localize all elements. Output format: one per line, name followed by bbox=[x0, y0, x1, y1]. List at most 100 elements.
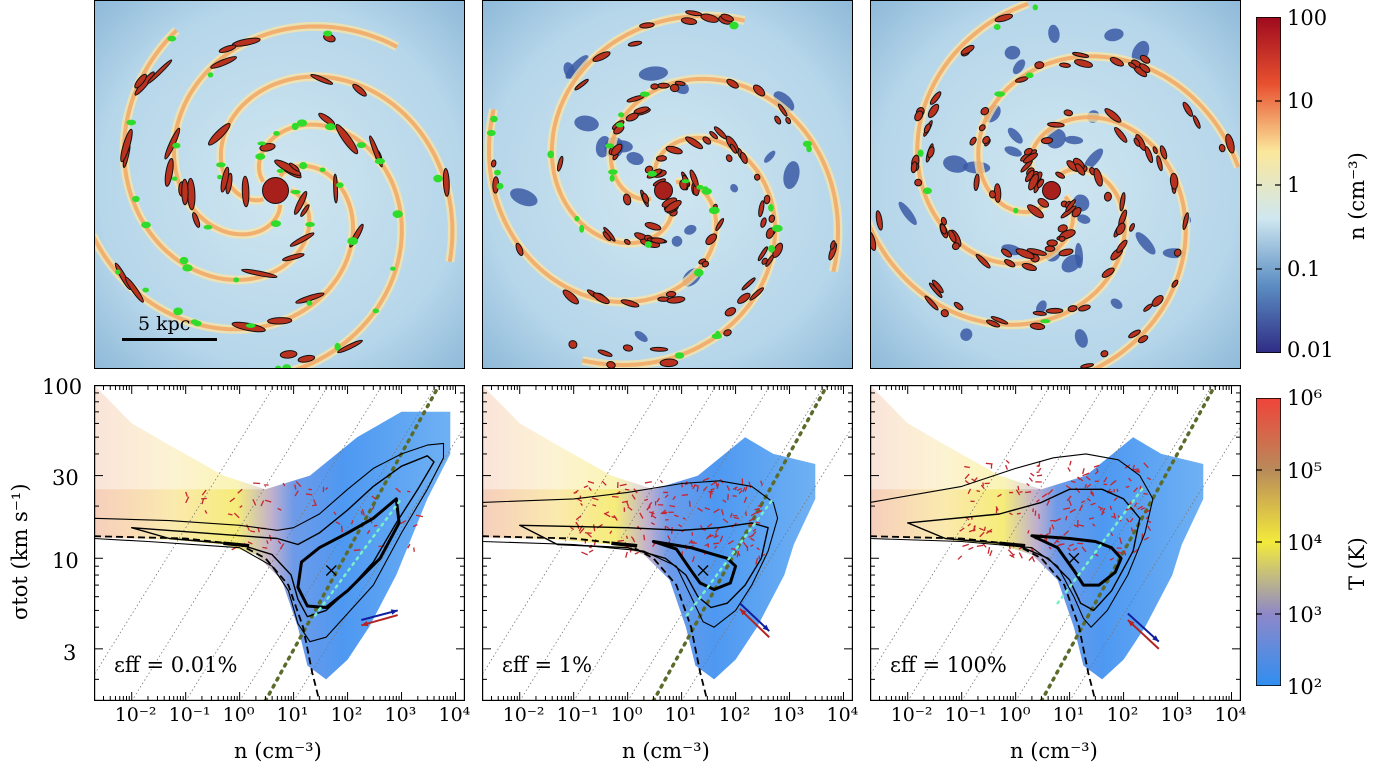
flow-vector bbox=[1015, 489, 1021, 496]
dense-gas-clump bbox=[669, 83, 680, 93]
flow-vector bbox=[229, 497, 236, 503]
star-particle bbox=[207, 72, 214, 78]
dense-gas-clump bbox=[300, 204, 310, 217]
flow-vector bbox=[395, 487, 401, 493]
flow-vector bbox=[407, 543, 411, 549]
dense-gas-clump bbox=[953, 301, 964, 311]
flow-vector bbox=[1088, 517, 1095, 520]
flow-vector bbox=[324, 487, 329, 491]
flow-vector bbox=[659, 479, 663, 484]
star-particle bbox=[167, 35, 177, 42]
dense-gas-clump bbox=[1139, 54, 1151, 64]
x-tick-label: 10² bbox=[1106, 704, 1139, 726]
flow-vector bbox=[696, 486, 699, 492]
dense-gas-clump bbox=[649, 346, 669, 352]
dense-gas-clump bbox=[680, 17, 698, 25]
density-colorbar-label: n (cm⁻³) bbox=[1345, 152, 1369, 240]
flow-vector bbox=[706, 523, 713, 528]
flow-vector bbox=[744, 486, 748, 492]
low-density-void bbox=[1110, 298, 1123, 310]
flow-vector bbox=[1036, 474, 1043, 477]
star-particle bbox=[336, 182, 344, 188]
flow-vector bbox=[246, 524, 250, 531]
flow-vector bbox=[1036, 471, 1040, 474]
star-particle bbox=[142, 287, 149, 293]
flow-vector bbox=[639, 512, 644, 519]
floor-segment bbox=[999, 541, 1026, 548]
flow-vector bbox=[980, 484, 985, 490]
temperature-colorbar-gradient bbox=[1255, 397, 1282, 687]
star-particle bbox=[574, 215, 580, 222]
efficiency-label: εff = 1% bbox=[502, 653, 592, 677]
density-colorbar-tick: 100 bbox=[1287, 6, 1328, 30]
galaxy-core bbox=[262, 177, 289, 204]
flow-vector bbox=[592, 497, 599, 501]
dense-gas-clump bbox=[1063, 109, 1074, 117]
temperature-colorbar-tick: 10⁶ bbox=[1287, 386, 1323, 410]
dense-gas-clump bbox=[1044, 245, 1056, 252]
flow-vector bbox=[631, 494, 636, 500]
x-axis-label-middle: n (cm⁻³) bbox=[622, 739, 710, 763]
phase-density-region bbox=[94, 385, 451, 680]
flow-vector bbox=[277, 540, 282, 545]
dense-gas-clump bbox=[181, 178, 189, 206]
density-colorbar-tick: 0.01 bbox=[1287, 338, 1334, 362]
flow-vector bbox=[592, 524, 596, 532]
dense-gas-clump bbox=[1067, 305, 1078, 313]
dense-gas-clump bbox=[1021, 262, 1037, 272]
dense-gas-clump bbox=[1027, 204, 1044, 219]
flow-vector bbox=[294, 490, 299, 497]
x-axis-label-left: n (cm⁻³) bbox=[234, 739, 322, 763]
flow-vector bbox=[1063, 530, 1069, 536]
flow-vector bbox=[1144, 509, 1151, 514]
dense-gas-clump bbox=[210, 56, 238, 69]
flow-vector bbox=[1110, 532, 1114, 537]
dense-gas-clump bbox=[1074, 59, 1093, 68]
flow-vector bbox=[586, 532, 592, 538]
flow-vector bbox=[1068, 499, 1072, 507]
flow-vector bbox=[710, 480, 717, 486]
star-particle bbox=[257, 141, 267, 146]
star-particle bbox=[323, 30, 333, 37]
star-particle bbox=[324, 123, 336, 131]
star-particle bbox=[305, 222, 315, 227]
star-particle bbox=[255, 153, 266, 160]
flow-vector bbox=[227, 513, 233, 516]
dense-gas-clump bbox=[1182, 101, 1194, 117]
flow-vector bbox=[1133, 502, 1138, 508]
dense-gas-clump bbox=[1037, 198, 1050, 208]
density-colorbar-tick: 1 bbox=[1287, 173, 1301, 197]
flow-vector bbox=[312, 504, 317, 507]
star-particle bbox=[282, 364, 291, 368]
dense-gas-clump bbox=[705, 233, 718, 245]
star-particle bbox=[802, 140, 812, 148]
flow-vector bbox=[1067, 547, 1072, 552]
flow-vector bbox=[997, 493, 1002, 498]
flow-vector bbox=[1130, 527, 1134, 532]
dense-gas-clump bbox=[627, 40, 643, 47]
star-particle bbox=[270, 220, 281, 228]
flow-vector bbox=[1081, 546, 1087, 553]
dense-gas-clump bbox=[602, 231, 612, 242]
dense-gas-clump bbox=[289, 232, 315, 247]
dense-gas-clump bbox=[1046, 239, 1058, 247]
low-density-void bbox=[943, 155, 968, 173]
star-particle bbox=[390, 266, 396, 271]
dense-gas-clump bbox=[940, 216, 947, 226]
x-tick-label: 10⁻² bbox=[890, 704, 933, 726]
dense-gas-clump bbox=[715, 218, 725, 231]
flow-vector bbox=[1069, 508, 1076, 514]
star-particle bbox=[233, 277, 240, 283]
x-tick-label: 10⁴ bbox=[1214, 704, 1247, 726]
dense-gas-clump bbox=[1093, 167, 1103, 187]
hot-gas-fade bbox=[94, 385, 266, 490]
star-particle bbox=[608, 169, 618, 175]
x-tick-label: 10⁻¹ bbox=[556, 704, 599, 726]
dense-gas-clump bbox=[1114, 126, 1128, 143]
dense-gas-clump bbox=[657, 82, 670, 89]
flow-vector bbox=[1026, 483, 1030, 487]
density-map-image bbox=[483, 1, 852, 368]
star-particle bbox=[393, 210, 401, 219]
plot-frame bbox=[481, 384, 854, 702]
dense-gas-clump bbox=[1058, 248, 1074, 257]
